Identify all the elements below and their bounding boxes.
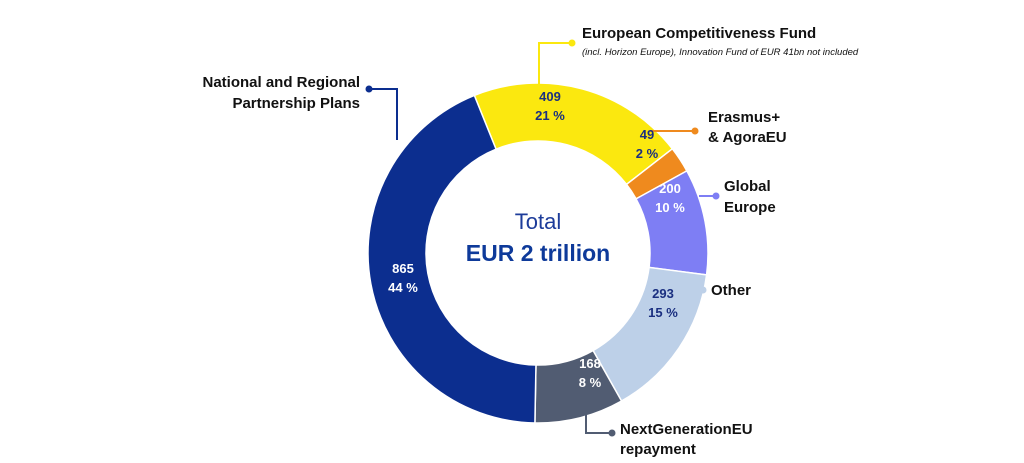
nrpp-label-2: Partnership Plans [232,95,360,112]
leader-dot-global [712,192,720,200]
leader-dot-erasmus [691,127,699,135]
slice-annotation-ecf: 409 21 % [520,87,580,125]
global-label-1: Global [724,178,771,195]
slice-percent: 10 % [655,200,685,215]
other-label: Other [711,282,752,299]
slice-percent: 44 % [388,280,418,295]
donut-slice-nrpp [367,94,537,424]
ecf-label: European Competitiveness Fund [582,25,817,42]
leader-dot-other [699,286,707,294]
erasmus-label-2: & AgoraEU [708,129,787,146]
erasmus-label-1: Erasmus+ [708,109,781,126]
center-total-amount: EUR 2 trillion [465,240,611,266]
leader-dot-ngeu [608,429,616,437]
ecf-note: (incl. Horizon Europe), Innovation Fund … [582,47,859,58]
slice-annotation-global: 200 10 % [645,179,695,217]
slice-annotation-erasmus: 49 2 % [625,125,669,163]
slice-value: 168 [579,356,601,371]
slice-annotation-nrpp: 865 44 % [378,259,428,297]
global-label-2: Europe [724,199,776,216]
center-total-label: Total [514,209,562,234]
slice-percent: 15 % [648,305,678,320]
leader-line-nrpp [369,88,398,140]
slice-percent: 8 % [578,375,602,390]
slice-value: 293 [652,286,674,301]
leader-dot-nrpp [365,85,373,93]
slice-value: 865 [392,261,414,276]
ngeu-label-2: repayment [620,441,696,458]
leader-dot-ecf [568,39,576,47]
slice-percent: 2 % [635,146,659,161]
ngeu-label-1: NextGenerationEU [620,421,753,438]
slice-value: 200 [659,181,681,196]
slice-annotation-other: 293 15 % [638,284,688,322]
slice-value: 409 [539,89,561,104]
slice-percent: 21 % [535,108,565,123]
slice-annotation-ngeu: 168 8 % [565,354,615,392]
slice-value: 49 [639,127,655,142]
leader-line-ecf [538,42,572,86]
nrpp-label-1: National and Regional [202,74,360,91]
leader-line-ngeu [585,403,612,434]
